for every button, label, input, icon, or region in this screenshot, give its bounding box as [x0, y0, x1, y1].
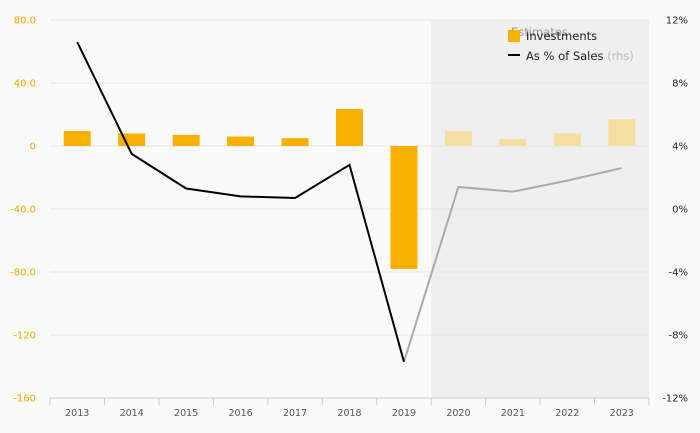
y-right-tick-label: 8%	[672, 79, 688, 90]
legend-rhs-suffix: (rhs)	[607, 49, 634, 63]
y-left-tick-label: -120	[13, 331, 36, 342]
y-right-tick-label: -4%	[669, 268, 688, 279]
x-tick-label: 2018	[337, 408, 361, 419]
x-tick-label: 2016	[228, 408, 252, 419]
bar-2018	[336, 108, 363, 146]
x-tick-label: 2023	[610, 408, 634, 419]
bar-2017	[281, 138, 309, 146]
x-tick-label: 2019	[392, 408, 416, 419]
legend-label-investments: Investments	[526, 29, 597, 43]
line-series	[76, 41, 622, 363]
y-left-tick-label: 80.0	[14, 16, 36, 27]
y-right-tick-label: 12%	[666, 16, 688, 27]
y-left-tick-label: -160	[13, 394, 36, 405]
bar-2023	[608, 119, 636, 146]
line-estimate-segment	[402, 167, 622, 363]
legend-swatch-investments	[508, 30, 520, 42]
y-left-tick-label: -40.0	[10, 205, 36, 216]
x-tick-label: 2017	[283, 408, 307, 419]
x-tick-label: 2021	[501, 408, 525, 419]
y-right-tick-label: -12%	[662, 394, 688, 405]
x-tick-label: 2014	[120, 408, 144, 419]
bar-2016	[227, 136, 255, 146]
x-tick-label: 2022	[555, 408, 579, 419]
bar-series	[63, 108, 636, 269]
y-right-tick-label: 4%	[672, 142, 688, 153]
bar-2020	[444, 131, 472, 146]
axes: 2013 2014 2015 2016 2017 2018 2019 2020 2021 2022…	[10, 16, 688, 420]
y-right-tick-label: 0%	[672, 205, 688, 216]
legend-label-sales-pct: As % of Sales (rhs)	[526, 49, 634, 63]
y-right-tick-label: -8%	[669, 331, 688, 342]
bar-2019	[390, 146, 418, 269]
y-left-tick-label: 0	[30, 142, 36, 153]
bar-2022	[553, 133, 581, 146]
bar-2014	[118, 133, 146, 146]
y-left-tick-label: 40.0	[14, 79, 36, 90]
line-actual-segment	[76, 41, 405, 363]
y-left-tick-label: -80.0	[10, 268, 36, 279]
x-tick-label: 2013	[65, 408, 89, 419]
bar-2021	[499, 138, 527, 146]
x-tick-label: 2020	[446, 408, 470, 419]
estimates-label: Estimates	[511, 25, 568, 39]
x-tick-label: 2015	[174, 408, 198, 419]
bar-2013	[63, 131, 91, 146]
bar-2015	[172, 134, 200, 146]
